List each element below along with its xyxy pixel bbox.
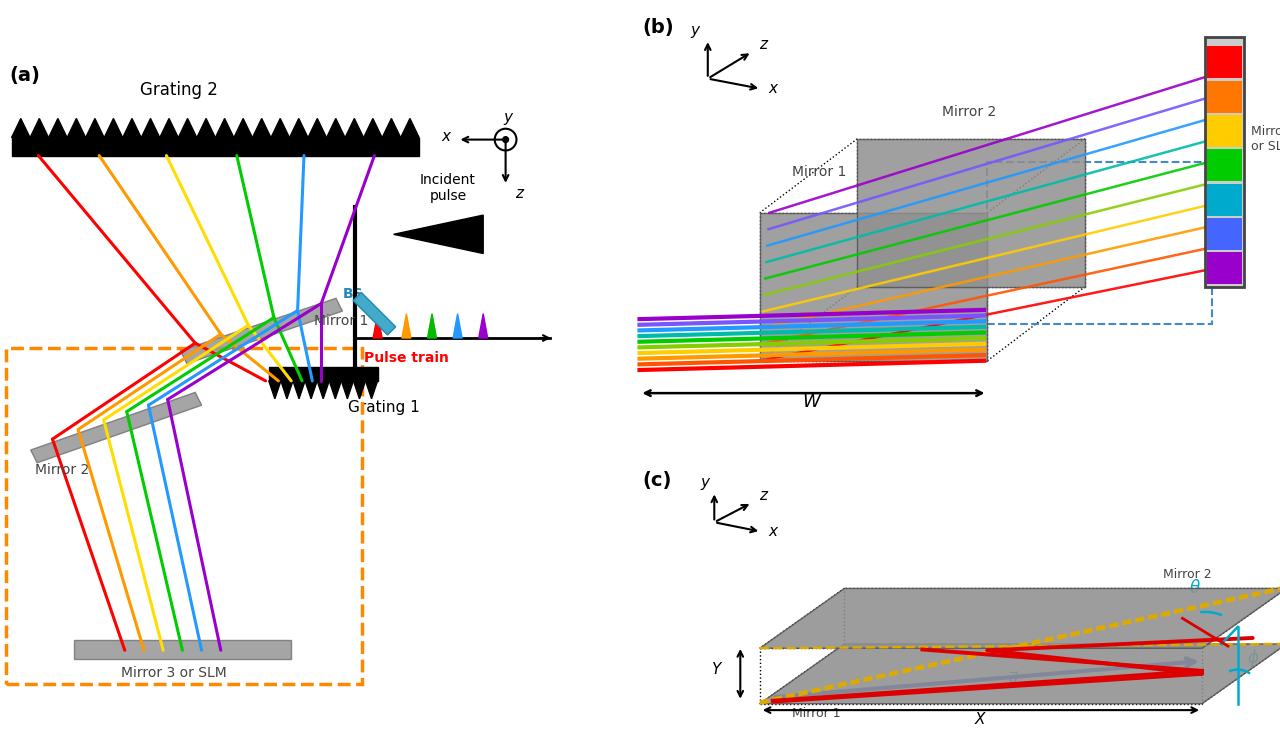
Polygon shape <box>353 292 396 335</box>
Text: $y$: $y$ <box>503 111 515 127</box>
Bar <box>1207 218 1243 250</box>
Bar <box>1207 149 1243 181</box>
Polygon shape <box>326 118 346 138</box>
Polygon shape <box>479 314 488 338</box>
Polygon shape <box>401 118 419 138</box>
Text: (b): (b) <box>643 18 675 38</box>
Polygon shape <box>29 118 49 138</box>
Polygon shape <box>67 118 86 138</box>
Polygon shape <box>104 118 123 138</box>
Text: $y$: $y$ <box>690 24 701 40</box>
Polygon shape <box>383 118 401 138</box>
Polygon shape <box>453 314 462 338</box>
Text: $\vec{v}$: $\vec{v}$ <box>1007 671 1019 690</box>
Polygon shape <box>252 118 271 138</box>
Text: Mirror 2: Mirror 2 <box>942 104 996 118</box>
Polygon shape <box>86 118 104 138</box>
Polygon shape <box>760 213 987 360</box>
Circle shape <box>503 137 508 143</box>
Polygon shape <box>760 644 1280 704</box>
Text: (a): (a) <box>10 66 41 85</box>
Text: $z$: $z$ <box>515 186 525 201</box>
Polygon shape <box>394 215 484 254</box>
Polygon shape <box>346 118 364 138</box>
Polygon shape <box>271 118 289 138</box>
Polygon shape <box>342 381 353 399</box>
Bar <box>1207 46 1243 78</box>
Polygon shape <box>269 381 280 399</box>
Text: Mirror 1: Mirror 1 <box>314 314 367 329</box>
Text: Mirror 2: Mirror 2 <box>1164 568 1212 581</box>
Polygon shape <box>402 314 411 338</box>
Polygon shape <box>353 381 366 399</box>
Polygon shape <box>293 381 305 399</box>
Text: $x$: $x$ <box>768 524 780 539</box>
Polygon shape <box>141 118 160 138</box>
Text: $Y$: $Y$ <box>712 661 723 677</box>
Text: Mirror 3
or SLM: Mirror 3 or SLM <box>1251 125 1280 152</box>
Polygon shape <box>428 314 436 338</box>
Polygon shape <box>234 118 252 138</box>
Text: Mirror 2: Mirror 2 <box>36 462 90 477</box>
Text: $X$: $X$ <box>974 711 988 727</box>
Polygon shape <box>280 381 293 399</box>
Bar <box>1207 115 1243 147</box>
Text: Pulse train: Pulse train <box>364 352 448 366</box>
Text: $y$: $y$ <box>700 477 712 492</box>
Polygon shape <box>374 314 383 338</box>
Polygon shape <box>308 118 326 138</box>
Polygon shape <box>329 381 342 399</box>
Bar <box>1207 81 1243 112</box>
Text: Incident
pulse: Incident pulse <box>420 172 476 203</box>
Polygon shape <box>31 392 202 462</box>
Bar <box>12 138 420 155</box>
Text: $x$: $x$ <box>768 81 780 96</box>
Text: Mirror 3 or SLM: Mirror 3 or SLM <box>122 666 227 680</box>
Text: Mirror 1: Mirror 1 <box>792 707 841 719</box>
Polygon shape <box>49 118 67 138</box>
Text: $z$: $z$ <box>759 488 769 503</box>
Polygon shape <box>289 118 308 138</box>
Polygon shape <box>305 381 317 399</box>
Text: $\phi$: $\phi$ <box>1248 648 1260 669</box>
Bar <box>269 367 378 381</box>
Text: Grating 2: Grating 2 <box>141 81 218 99</box>
Text: $\theta$: $\theta$ <box>1189 579 1201 596</box>
Polygon shape <box>123 118 141 138</box>
Bar <box>1207 252 1243 284</box>
Text: $x$: $x$ <box>440 129 453 144</box>
Text: $z$: $z$ <box>759 36 769 52</box>
Polygon shape <box>160 118 178 138</box>
Polygon shape <box>760 588 1280 648</box>
Text: BS: BS <box>343 287 364 301</box>
Polygon shape <box>858 139 1085 286</box>
Polygon shape <box>215 118 234 138</box>
Bar <box>1207 184 1243 216</box>
Polygon shape <box>197 118 215 138</box>
Polygon shape <box>1206 37 1244 286</box>
Polygon shape <box>364 118 383 138</box>
Text: Grating 1: Grating 1 <box>348 400 420 414</box>
Polygon shape <box>12 118 29 138</box>
Polygon shape <box>317 381 329 399</box>
Text: Mirror 1: Mirror 1 <box>792 165 846 179</box>
Text: $W$: $W$ <box>801 393 822 411</box>
Polygon shape <box>178 118 197 138</box>
Polygon shape <box>180 298 343 363</box>
Polygon shape <box>366 381 378 399</box>
Polygon shape <box>73 640 292 659</box>
Text: (c): (c) <box>643 471 672 490</box>
